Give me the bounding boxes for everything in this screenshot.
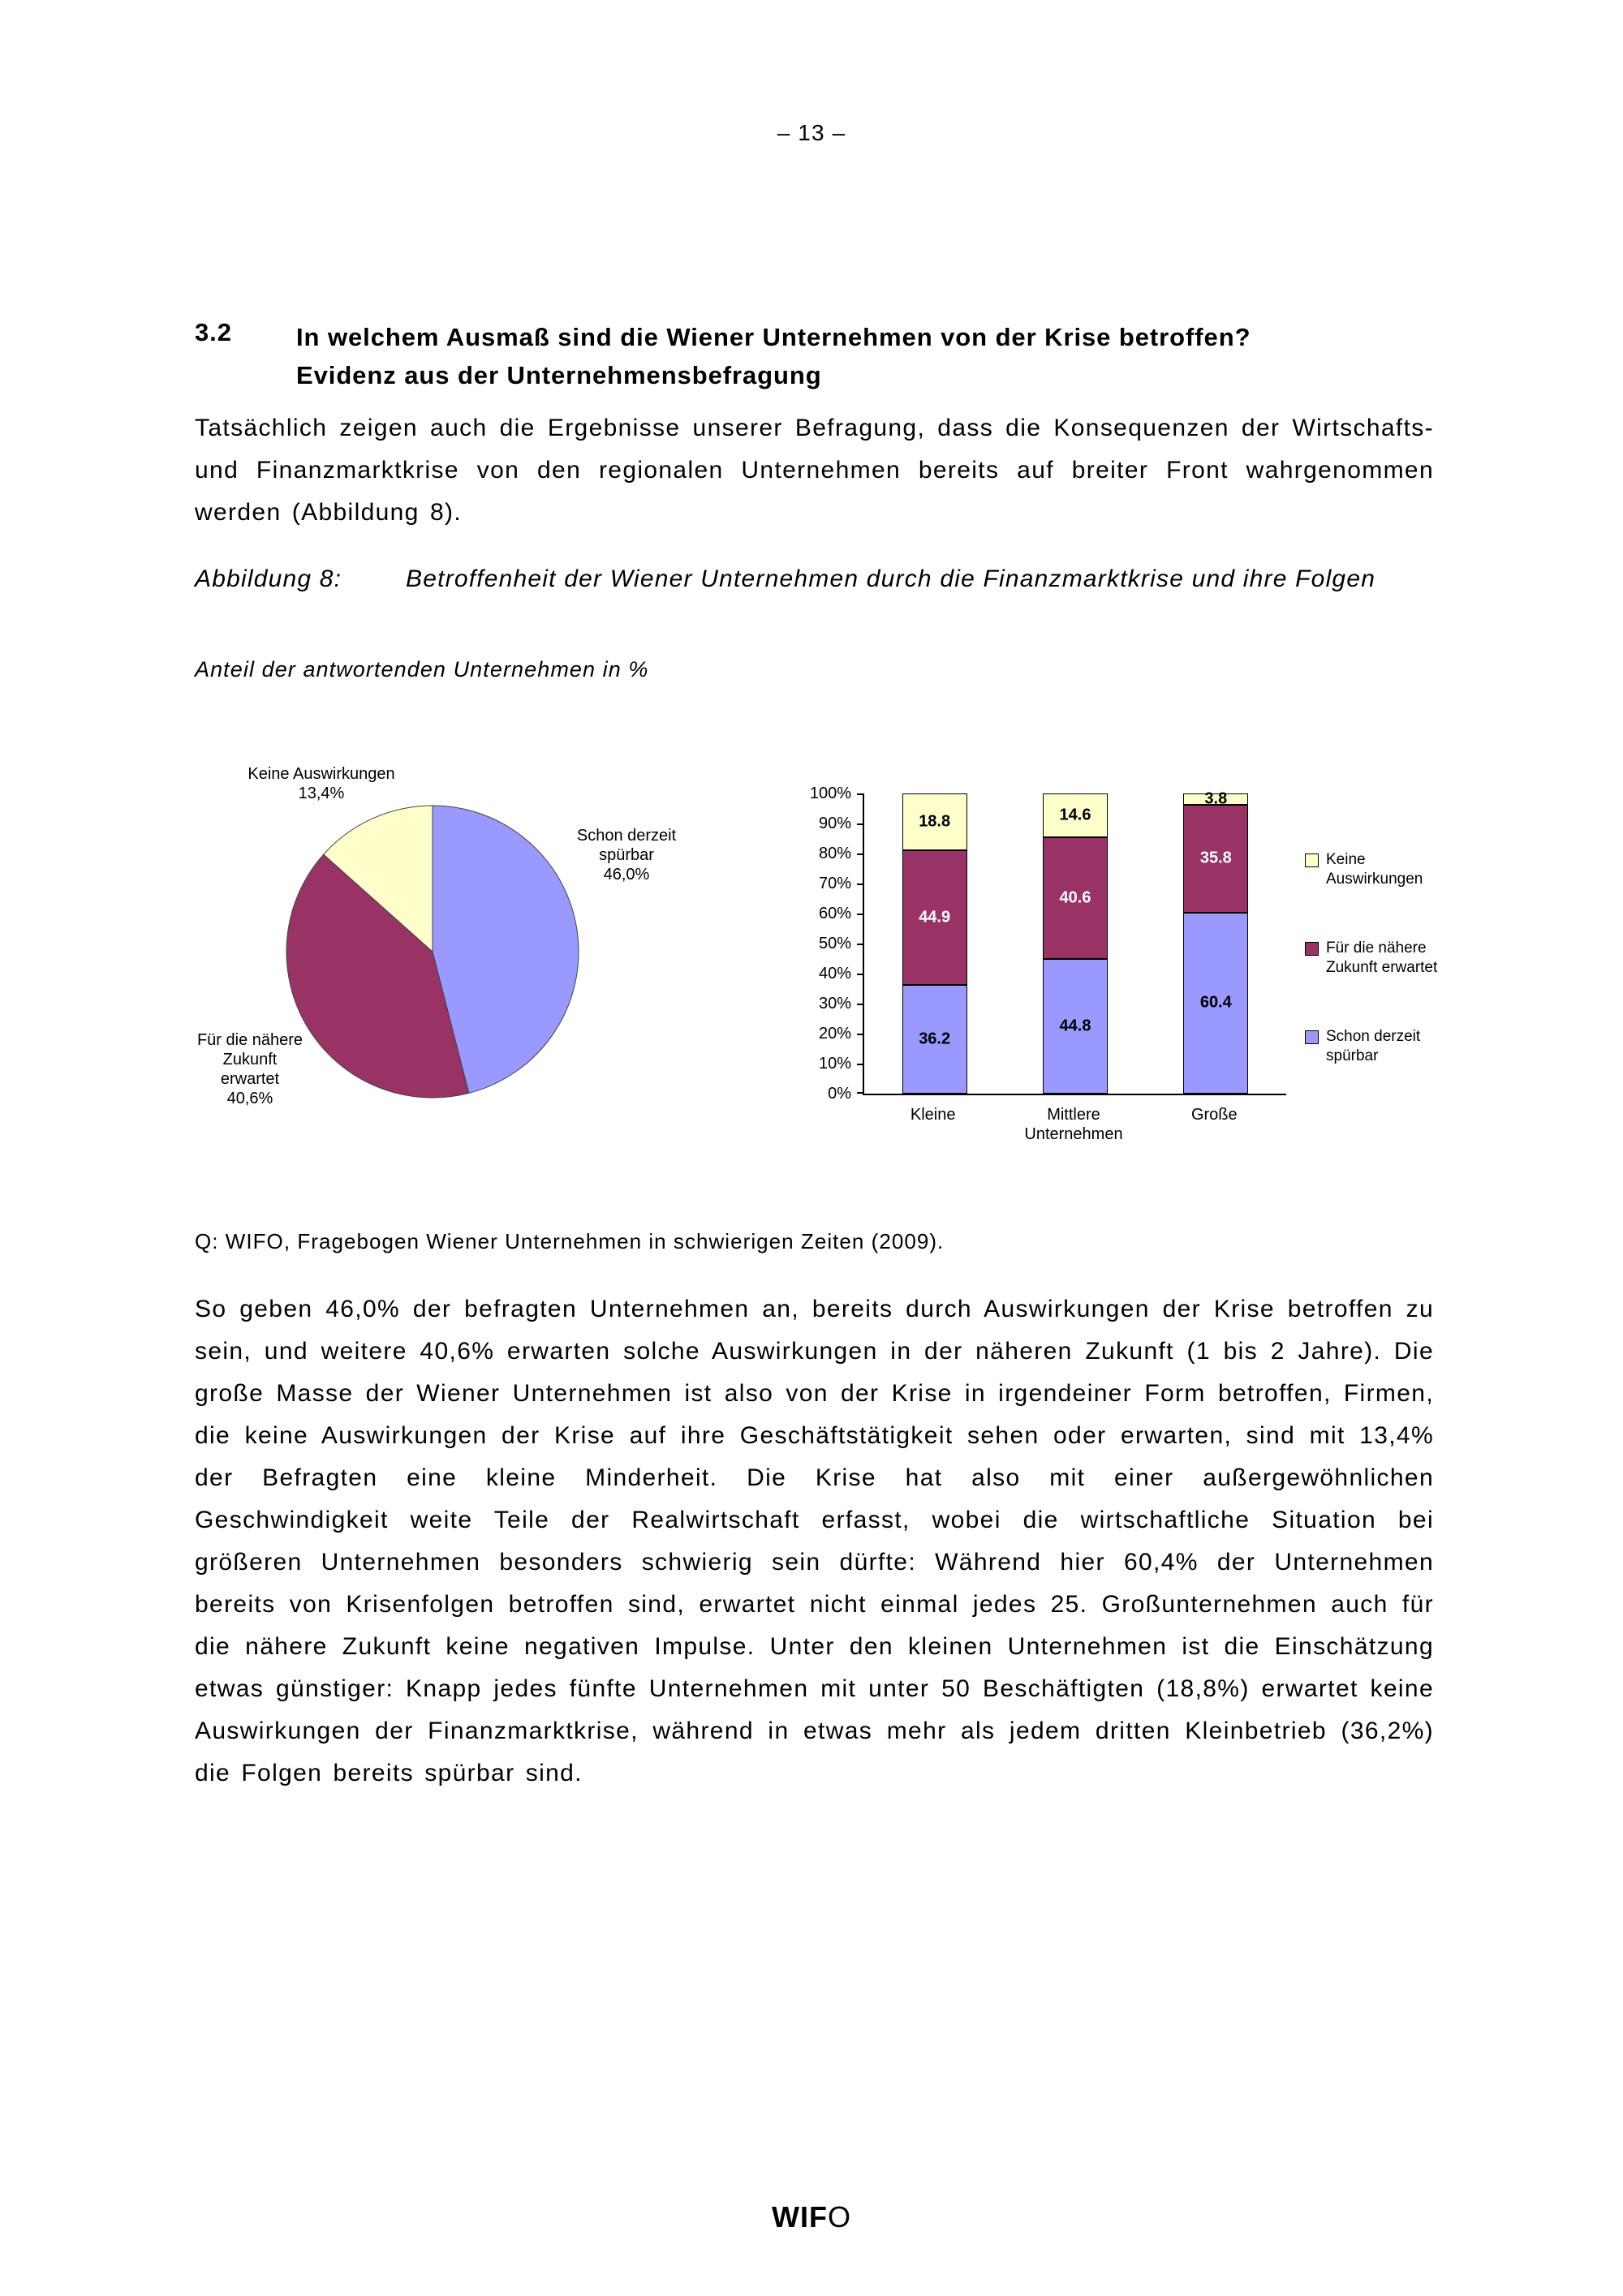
legend-label: Keine Auswirkungen [1326,851,1423,888]
paragraph-intro: Tatsächlich zeigen auch die Ergebnisse u… [195,415,1434,526]
pie-slice-keine-auswirkungen [323,805,433,953]
y-axis-tick-mark [857,1004,864,1005]
y-axis-tick-label: 80% [818,845,851,862]
bar-segment-für-die-nähere-zukunft-erwartet: 44.9 [902,849,967,986]
pie-slice-für-die-nähere-zukunft-erwartet [286,853,470,1099]
figure-subcaption: Anteil der antwortenden Unternehmen in % [195,657,649,681]
legend-label: Für die nähere Zukunft erwartet [1326,939,1438,976]
figure-8: Keine Auswirkungen 13,4% Schon derzeit s… [0,755,1623,1225]
figure-caption-text: Betroffenheit der Wiener Unternehmen dur… [406,565,1376,592]
section-heading: 3.2 In welchem Ausmaß sind die Wiener Un… [195,318,1444,394]
section-title-line2: Evidenz aus der Unternehmensbefragung [296,361,822,389]
legend-item-für-die-nähere-zukunft-erwartet: Für die nähere Zukunft erwartet [1305,939,1475,978]
bar-value-label: 36.2 [919,1030,951,1048]
legend-item-keine-auswirkungen: Keine Auswirkungen [1305,850,1475,889]
bar-segment-für-die-nähere-zukunft-erwartet: 35.8 [1183,805,1249,913]
y-axis-tick-mark [857,914,864,915]
y-axis-tick-label: 0% [828,1085,851,1103]
y-axis-tick-label: 90% [818,815,851,832]
bar-segment-für-die-nähere-zukunft-erwartet: 40.6 [1042,837,1108,960]
pie-label-schon-derzeit-spuerbar: Schon derzeit spürbar 46,0% [576,827,677,884]
legend-swatch [1305,1030,1319,1044]
page-number: – 13 – [777,120,846,145]
figure-source: Q: WIFO, Fragebogen Wiener Unternehmen i… [195,1229,945,1253]
bar-mittlere-unternehmen: 44.8 40.6 14.6 [1042,793,1108,1094]
bar-chart-category-labels: Kleine Mittlere Unternehmen Große [863,1105,1285,1144]
bar-große: 60.4 35.8 3.8 [1183,790,1249,1094]
wifo-logo: WIFO [0,2200,1623,2234]
legend-swatch [1305,853,1319,867]
y-axis-tick-mark [857,1064,864,1065]
category-label-mittlere-unternehmen: Mittlere Unternehmen [1024,1106,1123,1143]
legend-item-schon-derzeit-spürbar: Schon derzeit spürbar [1305,1027,1475,1066]
bar-value-label: 3.8 [1204,789,1228,808]
bar-kleine: 36.2 44.9 18.8 [902,793,967,1094]
bar-value-label: 35.8 [1199,849,1232,867]
bar-value-label: 60.4 [1199,993,1232,1012]
y-axis-tick-mark [857,1034,864,1035]
y-axis-tick-mark [857,1092,864,1094]
paragraph-analysis: So geben 46,0% der befragten Unternehmen… [195,1296,1434,1786]
bar-segment-keine-auswirkungen: 14.6 [1042,793,1108,838]
bar-segment-schon-derzeit-spürbar: 60.4 [1183,912,1249,1094]
legend-swatch [1305,942,1319,956]
bar-chart-plot-area: 100% 90% 80% 70% 60% 50% 40% 30% 20% 10% 0% 36.2 44.… [810,785,1286,1103]
y-axis-tick-label: 50% [818,935,851,952]
figure-caption: Abbildung 8: Betroffenheit der Wiener Unt… [195,558,1434,600]
y-axis-tick-mark [857,823,864,825]
y-axis-tick-label: 100% [809,785,851,802]
section-title-line1: In welchem Ausmaß sind die Wiener Untern… [296,323,1251,351]
y-axis-tick-label: 60% [818,905,851,922]
bar-segment-keine-auswirkungen: 3.8 [1183,790,1249,808]
section-number: 3.2 [195,318,232,346]
y-axis-tick-mark [857,944,864,945]
y-axis-tick-label: 40% [818,965,851,982]
bar-segment-keine-auswirkungen: 18.8 [902,793,967,850]
bar-chart-legend: Keine Auswirkungen Für die nähere Zukunft… [1305,850,1475,1116]
figure-caption-label: Abbildung 8: [195,565,342,592]
wifo-logo-wif: WIF [772,2200,828,2234]
pie-chart [286,805,579,1099]
y-axis-tick-label: 10% [818,1055,851,1073]
bar-value-label: 44.9 [919,908,951,927]
bar-segment-schon-derzeit-spürbar: 44.8 [1042,959,1108,1094]
pie-slice-schon-derzeit-spürbar [432,805,579,1094]
wifo-logo-o: O [827,2200,851,2234]
pie-label-zukunft-erwartet: Für die nähere Zukunft erwartet 40,6% [196,1031,304,1107]
legend-label: Schon derzeit spürbar [1326,1028,1421,1064]
y-axis-tick-mark [857,793,864,795]
y-axis-tick-label: 20% [818,1025,851,1043]
bar-segment-schon-derzeit-spürbar: 36.2 [902,985,967,1094]
y-axis-tick-mark [857,884,864,885]
bar-value-label: 44.8 [1059,1017,1091,1035]
category-label-kleine: Kleine [910,1106,956,1124]
section-title: In welchem Ausmaß sind die Wiener Untern… [296,318,1444,394]
y-axis-tick-label: 30% [818,995,851,1013]
category-label-große: Große [1190,1106,1238,1124]
y-axis-tick-label: 70% [818,875,851,892]
bar-value-label: 14.6 [1059,806,1091,824]
bar-value-label: 40.6 [1059,888,1091,907]
y-axis-tick-mark [857,974,864,975]
pie-label-keine-auswirkungen: Keine Auswirkungen 13,4% [248,765,395,802]
bar-value-label: 18.8 [919,812,951,831]
y-axis-tick-mark [857,853,864,855]
